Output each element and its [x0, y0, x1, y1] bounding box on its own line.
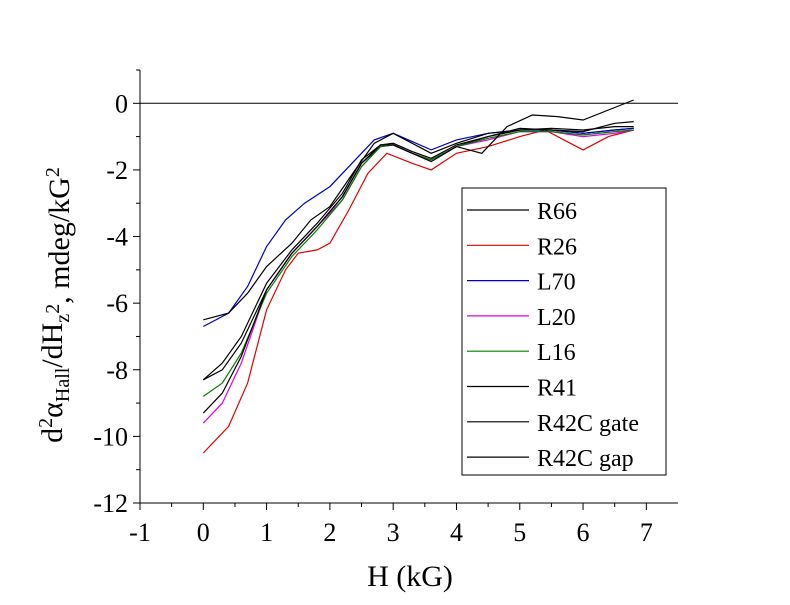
y-axis-title: d2αHall/dHz2, mdeg/kG2	[35, 167, 76, 443]
x-tick-label: 1	[260, 518, 273, 547]
legend-label: L20	[537, 305, 576, 331]
x-axis-title: H (kG)	[367, 560, 453, 593]
legend-label: R26	[537, 234, 577, 260]
x-tick-label: 7	[640, 518, 653, 547]
x-tick-label: 5	[513, 518, 526, 547]
legend-label: R41	[537, 376, 577, 402]
y-tick-label: 0	[115, 89, 128, 118]
x-tick-label: 6	[577, 518, 590, 547]
x-tick-label: 4	[450, 518, 463, 547]
y-tick-label: -12	[93, 489, 128, 518]
y-tick-label: -6	[106, 289, 128, 318]
plot-area	[202, 99, 634, 454]
legend-label: L16	[537, 340, 576, 366]
y-tick-label: -4	[106, 223, 128, 252]
y-tick-label: -10	[93, 422, 128, 451]
series-line-r41	[203, 125, 634, 321]
legend: R66 R26 L70 L20 L16 R41 R42C gate R42C gap	[461, 187, 667, 476]
legend-label: R66	[537, 199, 577, 225]
series-line-r42c-gap	[202, 121, 634, 381]
x-tick-label: 3	[387, 518, 400, 547]
legend-label: R42C gap	[537, 446, 634, 472]
legend-label: L70	[537, 270, 576, 296]
x-tick-label: 0	[197, 518, 210, 547]
x-tick-label: -1	[129, 518, 151, 547]
legend-box	[461, 187, 667, 476]
y-tick-label: -8	[106, 356, 128, 385]
y-tick-label: -2	[106, 156, 128, 185]
series-line-r42c-gate	[202, 99, 634, 414]
series-line-r26	[202, 129, 634, 454]
x-tick-label: 2	[323, 518, 336, 547]
legend-label: R42C gate	[537, 411, 639, 437]
axes: -1 0 1 2 3 4 5 6 7-12-10-8-6-4-20	[93, 69, 678, 547]
